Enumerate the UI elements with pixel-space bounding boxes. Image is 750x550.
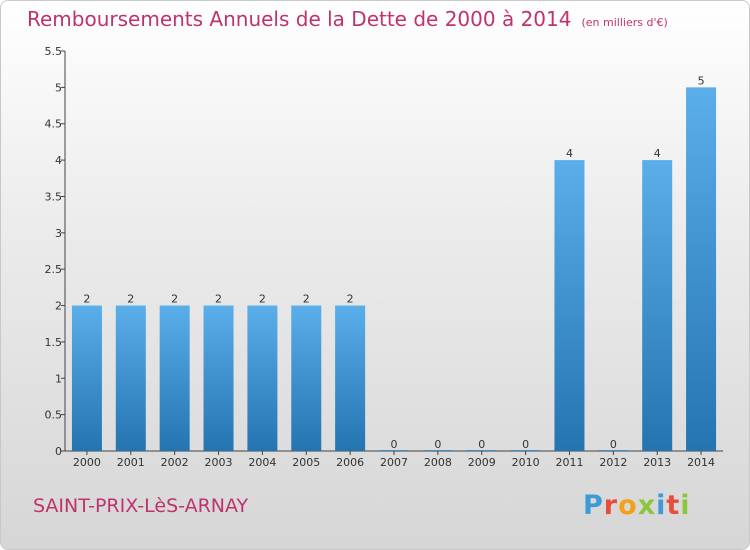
y-tick-label: 1 (55, 372, 62, 385)
bar-2011 (554, 160, 585, 451)
x-tick-label-2005: 2005 (292, 456, 320, 469)
x-tick-label-2006: 2006 (336, 456, 364, 469)
bar-2001 (115, 305, 146, 451)
x-tick-label-2000: 2000 (73, 456, 101, 469)
proxiti-logo: Proxiti (583, 490, 691, 521)
chart-axes: 0 0.5 1 1.5 2 2.5 3 3.5 4 4.5 5 5.5 (45, 45, 723, 458)
y-tick-label: 5.5 (45, 45, 63, 58)
data-label-2014: 5 (698, 74, 705, 87)
logo-letter: i (656, 490, 667, 521)
data-label-2013: 4 (654, 147, 661, 160)
bar-2005 (291, 305, 322, 451)
x-tick-label-2001: 2001 (117, 456, 145, 469)
title-unit: (en milliers d'€) (581, 16, 668, 29)
bar-2002 (159, 305, 190, 451)
title-text: Remboursements Annuels de la Dette de 20… (27, 7, 572, 31)
logo-letter: i (680, 490, 691, 521)
y-tick-label: 0 (55, 445, 62, 458)
bar-2006 (335, 305, 366, 451)
x-tick-label-2014: 2014 (687, 456, 715, 469)
y-tick-label: 1.5 (45, 336, 63, 349)
data-label-2011: 4 (566, 147, 573, 160)
x-tick-label-2013: 2013 (643, 456, 671, 469)
data-label-2005: 2 (303, 293, 310, 306)
data-label-2009: 0 (478, 438, 485, 451)
bar-2007 (379, 450, 409, 451)
y-tick-label: 3 (55, 227, 62, 240)
logo-letter: P (583, 490, 604, 521)
x-tick-label-2004: 2004 (248, 456, 276, 469)
y-tick-label: 4.5 (45, 118, 63, 131)
bar-2012 (598, 450, 629, 451)
data-label-2004: 2 (259, 293, 266, 306)
data-label-2002: 2 (171, 293, 178, 306)
bar-2004 (247, 305, 278, 451)
data-label-2010: 0 (522, 438, 529, 451)
x-tick-label-2011: 2011 (555, 456, 583, 469)
x-tick-label-2009: 2009 (468, 456, 496, 469)
x-tick-label-2012: 2012 (599, 456, 627, 469)
x-tick-label-2003: 2003 (205, 456, 233, 469)
y-tick-label: 2.5 (45, 263, 63, 276)
bar-2009 (466, 450, 497, 451)
bar-2008 (422, 450, 453, 451)
bar-2000 (71, 305, 102, 451)
chart-labels: 2 2000 2 2001 2 2002 2 2003 2 2004 2 2005 2 2006 0 2007… (73, 74, 715, 469)
logo-letter: o (618, 490, 638, 521)
y-tick-label: 3.5 (45, 190, 63, 203)
logo-letter: x (637, 490, 657, 521)
data-label-2001: 2 (127, 293, 134, 306)
x-tick-label-2010: 2010 (512, 456, 540, 469)
data-label-2008: 0 (434, 438, 441, 451)
bar-2014 (686, 87, 717, 451)
chart-bars (71, 87, 717, 451)
x-tick-label-2007: 2007 (380, 456, 408, 469)
data-label-2006: 2 (347, 293, 354, 306)
data-label-2003: 2 (215, 293, 222, 306)
x-tick-label-2008: 2008 (424, 456, 452, 469)
data-label-2007: 0 (391, 438, 398, 451)
data-label-2000: 2 (83, 293, 90, 306)
chart-title: Remboursements Annuels de la Dette de 20… (27, 7, 668, 31)
city-name: SAINT-PRIX-LèS-ARNAY (33, 495, 249, 517)
bar-2013 (642, 160, 673, 451)
y-tick-label: 2 (55, 300, 62, 313)
bar-2003 (203, 305, 234, 451)
y-tick-label: 5 (55, 81, 62, 94)
y-tick-label: 4 (55, 154, 62, 167)
bar-2010 (510, 450, 541, 451)
logo-letter: r (603, 490, 619, 521)
logo-letter: t (666, 490, 681, 521)
x-tick-label-2002: 2002 (161, 456, 189, 469)
data-label-2012: 0 (610, 438, 617, 451)
y-tick-label: 0.5 (45, 409, 63, 422)
